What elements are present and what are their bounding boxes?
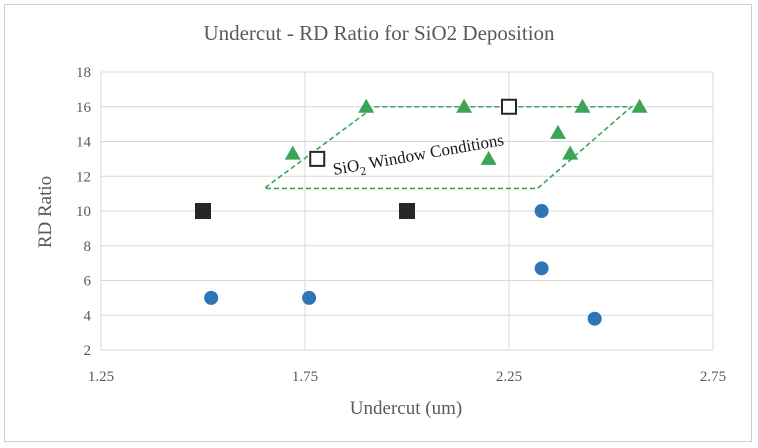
x-axis-label: Undercut (um) [350,398,462,419]
circle-point [534,204,549,218]
window-region-outline [261,105,634,190]
filled-square-point [399,203,415,219]
x-tick-label: 1.75 [292,369,318,385]
triangle-point [574,98,591,113]
gridlines [100,71,714,351]
annotation-subscript: 2 [359,163,367,178]
annotation-text: SiO [331,156,360,179]
triangle-point [562,145,579,160]
y-tick-label: 18 [76,65,91,81]
y-tick-label: 6 [84,274,92,290]
y-tick-label: 4 [84,308,92,324]
window-annotation: SiO2 Window Conditions [331,130,506,183]
triangle-point [284,145,301,160]
open-square-point [501,98,517,115]
chart-title: Undercut - RD Ratio for SiO2 Deposition [203,21,555,45]
filled-square-point [195,203,211,219]
y-tick-label: 14 [76,135,92,151]
window-region [261,105,634,190]
y-tick-label: 2 [84,343,92,359]
circle-point [302,290,317,305]
annotation-text-after: Window Conditions [363,130,505,173]
y-tick-label: 10 [76,204,91,220]
triangle-point [456,98,473,113]
triangle-point [358,98,375,113]
x-tick-label: 2.25 [496,369,522,385]
triangle-point [480,150,497,165]
chart-frame [4,4,752,442]
x-tick-label: 1.25 [88,369,114,385]
triangle-point [631,98,648,113]
x-tick-label: 2.75 [700,369,726,385]
tick-labels: 2 4 6 8 10 12 14 16 18 1.25 1.75 2.25 2.75 [76,65,726,385]
circle-point [587,311,602,326]
y-tick-label: 8 [84,239,92,255]
y-axis-label: RD Ratio [35,176,56,248]
data-points [195,98,648,326]
circle-point [534,261,549,276]
circle-point [204,290,219,305]
y-tick-label: 16 [76,100,92,116]
triangle-point [549,124,566,139]
y-tick-label: 12 [76,169,91,185]
open-square-point [309,150,326,167]
